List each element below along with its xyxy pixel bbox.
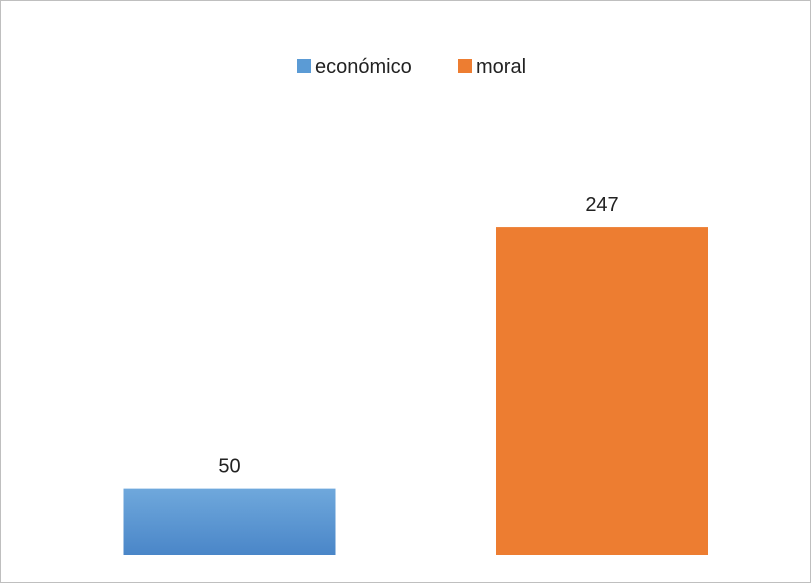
bar-economico — [123, 488, 336, 555]
legend-swatch-economico — [297, 59, 311, 73]
data-labels-group: 50 247 — [218, 194, 618, 478]
legend-swatch-moral — [458, 59, 472, 73]
data-label-moral: 247 — [585, 194, 618, 216]
bar-moral — [496, 227, 708, 555]
legend-label-economico: económico — [315, 56, 412, 78]
legend: económico moral — [297, 56, 526, 78]
legend-label-moral: moral — [476, 56, 526, 78]
bars-group — [123, 227, 708, 555]
data-label-economico: 50 — [218, 456, 240, 478]
